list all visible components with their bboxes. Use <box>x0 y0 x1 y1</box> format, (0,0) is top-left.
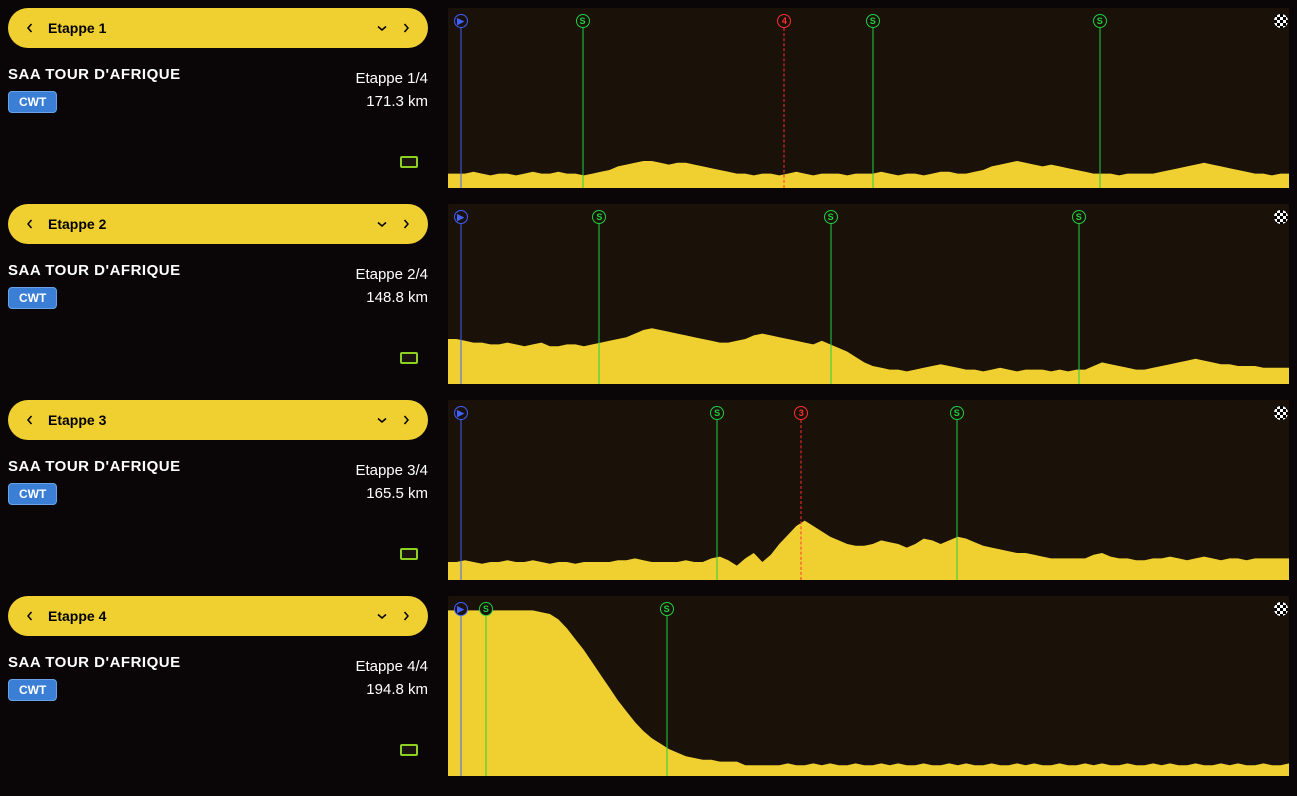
stage-info-panel: Etappe 4 SAA TOUR D'AFRIQUECWT Etappe 4/… <box>8 596 428 776</box>
elevation-profile[interactable]: ▶ S 3 S <box>448 400 1289 580</box>
climb-marker-icon: 3 <box>794 406 808 420</box>
sprint-marker-icon: S <box>950 406 964 420</box>
stage-meta: Etappe 4/4 194.8 km <box>355 656 428 701</box>
climb-marker-line <box>801 420 802 580</box>
chevron-right-icon[interactable] <box>394 415 418 425</box>
elevation-profile[interactable]: ▶ S S S <box>448 204 1289 384</box>
stage-distance: 165.5 km <box>355 483 428 506</box>
sprint-marker-icon: S <box>866 14 880 28</box>
stage-row: Etappe 4 SAA TOUR D'AFRIQUECWT Etappe 4/… <box>0 588 1297 784</box>
start-marker-icon: ▶ <box>454 602 468 616</box>
chevron-left-icon[interactable] <box>18 23 42 33</box>
stage-distance: 148.8 km <box>355 287 428 310</box>
stage-selector[interactable]: Etappe 4 <box>8 596 428 636</box>
elevation-profile[interactable]: ▶ S S <box>448 596 1289 776</box>
elevation-profile[interactable]: ▶ S 4 S S <box>448 8 1289 188</box>
chevron-right-icon[interactable] <box>394 611 418 621</box>
start-marker-line <box>460 224 461 384</box>
start-marker-icon: ▶ <box>454 14 468 28</box>
sprint-marker-line <box>830 224 831 384</box>
stage-selector-label: Etappe 1 <box>42 20 370 36</box>
sprint-marker-line <box>485 616 486 776</box>
stage-number: Etappe 1/4 <box>355 68 428 91</box>
stage-row: Etappe 2 SAA TOUR D'AFRIQUECWT Etappe 2/… <box>0 196 1297 392</box>
category-badge: CWT <box>8 287 57 309</box>
climb-marker-icon: 4 <box>777 14 791 28</box>
stage-meta: Etappe 3/4 165.5 km <box>355 460 428 505</box>
sprint-marker-icon: S <box>710 406 724 420</box>
category-badge: CWT <box>8 91 57 113</box>
start-marker-icon: ▶ <box>454 406 468 420</box>
sprint-marker-icon: S <box>576 14 590 28</box>
elevation-svg <box>448 400 1289 580</box>
finish-marker-icon <box>1274 406 1288 420</box>
elevation-svg <box>448 8 1289 188</box>
finish-marker-icon <box>1274 602 1288 616</box>
stage-info-panel: Etappe 2 SAA TOUR D'AFRIQUECWT Etappe 2/… <box>8 204 428 384</box>
chevron-down-icon[interactable] <box>370 219 394 229</box>
sprint-marker-icon: S <box>592 210 606 224</box>
chevron-down-icon[interactable] <box>370 611 394 621</box>
stage-selector-label: Etappe 2 <box>42 216 370 232</box>
finish-marker-icon <box>1274 14 1288 28</box>
sprint-marker-line <box>872 28 873 188</box>
chevron-left-icon[interactable] <box>18 415 42 425</box>
profile-type-icon <box>400 156 418 168</box>
sprint-marker-line <box>1099 28 1100 188</box>
chevron-down-icon[interactable] <box>370 23 394 33</box>
stage-number: Etappe 4/4 <box>355 656 428 679</box>
stage-selector-label: Etappe 3 <box>42 412 370 428</box>
stage-selector[interactable]: Etappe 2 <box>8 204 428 244</box>
sprint-marker-line <box>666 616 667 776</box>
chevron-left-icon[interactable] <box>18 611 42 621</box>
sprint-marker-icon: S <box>1072 210 1086 224</box>
stage-number: Etappe 2/4 <box>355 264 428 287</box>
stage-selector[interactable]: Etappe 3 <box>8 400 428 440</box>
stage-row: Etappe 3 SAA TOUR D'AFRIQUECWT Etappe 3/… <box>0 392 1297 588</box>
profile-type-icon <box>400 352 418 364</box>
sprint-marker-icon: S <box>660 602 674 616</box>
stage-row: Etappe 1 SAA TOUR D'AFRIQUECWT Etappe 1/… <box>0 0 1297 196</box>
stage-selector-label: Etappe 4 <box>42 608 370 624</box>
elevation-svg <box>448 204 1289 384</box>
stage-distance: 194.8 km <box>355 679 428 702</box>
elevation-svg <box>448 596 1289 776</box>
start-marker-line <box>460 28 461 188</box>
stage-info-panel: Etappe 3 SAA TOUR D'AFRIQUECWT Etappe 3/… <box>8 400 428 580</box>
chevron-left-icon[interactable] <box>18 219 42 229</box>
stage-distance: 171.3 km <box>355 91 428 114</box>
chevron-down-icon[interactable] <box>370 415 394 425</box>
stage-meta: Etappe 2/4 148.8 km <box>355 264 428 309</box>
finish-marker-icon <box>1274 210 1288 224</box>
sprint-marker-line <box>1078 224 1079 384</box>
start-marker-line <box>460 616 461 776</box>
sprint-marker-line <box>956 420 957 580</box>
category-badge: CWT <box>8 483 57 505</box>
stage-meta: Etappe 1/4 171.3 km <box>355 68 428 113</box>
category-badge: CWT <box>8 679 57 701</box>
sprint-marker-icon: S <box>1093 14 1107 28</box>
start-marker-icon: ▶ <box>454 210 468 224</box>
chevron-right-icon[interactable] <box>394 219 418 229</box>
profile-type-icon <box>400 548 418 560</box>
sprint-marker-line <box>717 420 718 580</box>
sprint-marker-line <box>599 224 600 384</box>
sprint-marker-line <box>582 28 583 188</box>
stage-number: Etappe 3/4 <box>355 460 428 483</box>
stage-selector[interactable]: Etappe 1 <box>8 8 428 48</box>
chevron-right-icon[interactable] <box>394 23 418 33</box>
stage-info-panel: Etappe 1 SAA TOUR D'AFRIQUECWT Etappe 1/… <box>8 8 428 188</box>
start-marker-line <box>460 420 461 580</box>
profile-type-icon <box>400 744 418 756</box>
sprint-marker-icon: S <box>824 210 838 224</box>
sprint-marker-icon: S <box>479 602 493 616</box>
climb-marker-line <box>784 28 785 188</box>
